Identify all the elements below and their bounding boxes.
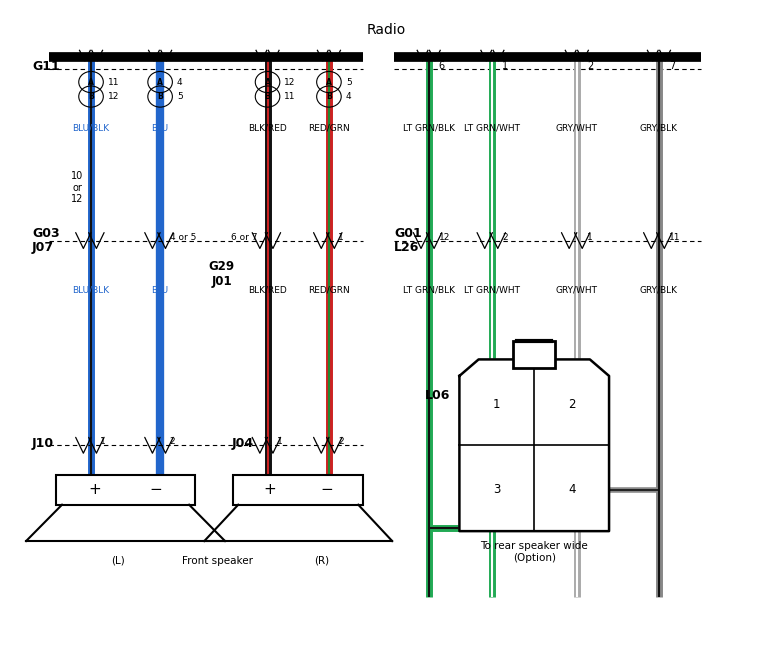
- Text: BLU: BLU: [152, 124, 169, 133]
- Text: 1: 1: [100, 437, 106, 446]
- Text: B: B: [88, 92, 94, 101]
- Text: (R): (R): [314, 556, 329, 566]
- Text: A: A: [264, 77, 271, 87]
- Text: J10: J10: [32, 437, 54, 450]
- Text: 2: 2: [338, 437, 344, 446]
- Bar: [233, 475, 363, 505]
- Text: 6 or 7: 6 or 7: [231, 232, 257, 242]
- Text: 1: 1: [502, 61, 509, 71]
- Text: 1: 1: [493, 398, 501, 410]
- Text: 2: 2: [568, 398, 575, 410]
- Text: BLU/BLK: BLU/BLK: [73, 286, 110, 294]
- Text: LT GRN/WHT: LT GRN/WHT: [465, 286, 520, 294]
- Text: A: A: [326, 77, 332, 87]
- Text: 1: 1: [277, 437, 282, 446]
- Text: B: B: [326, 92, 332, 101]
- Text: GRY/BLK: GRY/BLK: [640, 286, 678, 294]
- Text: L06: L06: [425, 389, 450, 402]
- Text: A: A: [157, 77, 163, 87]
- Text: 3: 3: [493, 484, 500, 496]
- Text: 10
or
12: 10 or 12: [71, 171, 83, 204]
- Bar: [56, 475, 195, 505]
- Text: 4: 4: [568, 484, 575, 496]
- Text: 2: 2: [169, 437, 175, 446]
- Text: To rear speaker wide
(Option): To rear speaker wide (Option): [480, 541, 588, 563]
- Text: 12: 12: [284, 77, 296, 87]
- Text: 7: 7: [669, 61, 675, 71]
- Text: LT GRN/BLK: LT GRN/BLK: [403, 124, 455, 133]
- Text: GRY/WHT: GRY/WHT: [556, 286, 598, 294]
- Text: LT GRN/BLK: LT GRN/BLK: [403, 286, 455, 294]
- Text: +: +: [89, 482, 101, 498]
- Text: B: B: [157, 92, 163, 101]
- Text: 11: 11: [108, 77, 119, 87]
- Text: G29
J01: G29 J01: [209, 260, 234, 288]
- Text: 11: 11: [284, 92, 296, 101]
- Bar: [513, 341, 555, 368]
- Text: −: −: [321, 482, 333, 498]
- Polygon shape: [459, 360, 609, 531]
- Text: 4 or 5: 4 or 5: [170, 232, 196, 242]
- Text: GRY/BLK: GRY/BLK: [640, 124, 678, 133]
- Text: 5: 5: [346, 77, 352, 87]
- Text: 6: 6: [439, 61, 444, 71]
- Text: (L): (L): [111, 556, 124, 566]
- Text: A: A: [88, 77, 94, 87]
- Text: Radio: Radio: [367, 23, 406, 37]
- Text: 4: 4: [346, 92, 352, 101]
- Text: 5: 5: [177, 92, 182, 101]
- Text: −: −: [150, 482, 162, 498]
- Text: 11: 11: [669, 232, 680, 242]
- Text: 2: 2: [587, 61, 593, 71]
- Text: G11: G11: [32, 61, 60, 73]
- Text: J04: J04: [231, 437, 254, 450]
- Text: 2: 2: [502, 232, 508, 242]
- Text: J07: J07: [32, 240, 54, 254]
- Text: +: +: [263, 482, 276, 498]
- Text: 1: 1: [587, 232, 593, 242]
- Text: 12: 12: [439, 232, 450, 242]
- Text: 4: 4: [177, 77, 182, 87]
- Text: B: B: [264, 92, 271, 101]
- Text: L26: L26: [394, 240, 420, 254]
- Text: 1: 1: [338, 232, 344, 242]
- Text: G01: G01: [394, 227, 422, 240]
- Text: GRY/WHT: GRY/WHT: [556, 124, 598, 133]
- Text: Front speaker: Front speaker: [182, 556, 254, 566]
- Text: BLU: BLU: [152, 286, 169, 294]
- Text: RED/GRN: RED/GRN: [308, 286, 350, 294]
- Text: 12: 12: [108, 92, 119, 101]
- Text: BLK/RED: BLK/RED: [248, 124, 287, 133]
- Text: G03: G03: [32, 227, 60, 240]
- Text: BLU/BLK: BLU/BLK: [73, 124, 110, 133]
- Text: RED/GRN: RED/GRN: [308, 124, 350, 133]
- Text: LT GRN/WHT: LT GRN/WHT: [465, 124, 520, 133]
- Text: BLK/RED: BLK/RED: [248, 286, 287, 294]
